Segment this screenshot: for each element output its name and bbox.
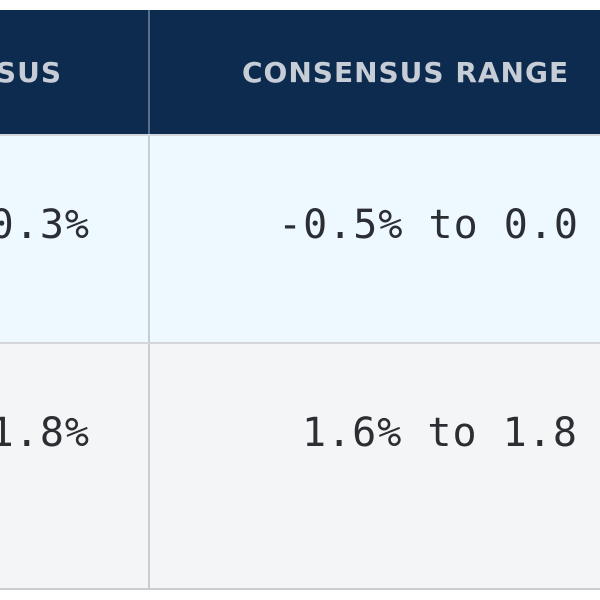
consensus-table: SUS CONSENSUS RANGE 0.3% -0.5% to 0.0 1.… [0,10,600,590]
consensus-range-value: -0.5% to 0.0 [278,202,579,248]
table-header-row: SUS CONSENSUS RANGE [0,10,600,134]
consensus-value: 0.3% [0,202,90,248]
consensus-range-value: 1.6% to 1.8 [302,410,578,456]
cell-consensus: 0.3% [0,136,150,342]
table-row: 0.3% -0.5% to 0.0 [0,134,600,342]
cell-consensus-range: -0.5% to 0.0 [150,136,600,342]
header-cell-consensus-range: CONSENSUS RANGE [150,10,600,134]
header-cell-consensus: SUS [0,10,150,134]
table-row: 1.8% 1.6% to 1.8 [0,342,600,588]
header-label-consensus: SUS [0,56,62,89]
consensus-value: 1.8% [0,410,90,456]
cell-consensus-range: 1.6% to 1.8 [150,344,600,588]
header-label-consensus-range: CONSENSUS RANGE [242,56,570,89]
cell-consensus: 1.8% [0,344,150,588]
